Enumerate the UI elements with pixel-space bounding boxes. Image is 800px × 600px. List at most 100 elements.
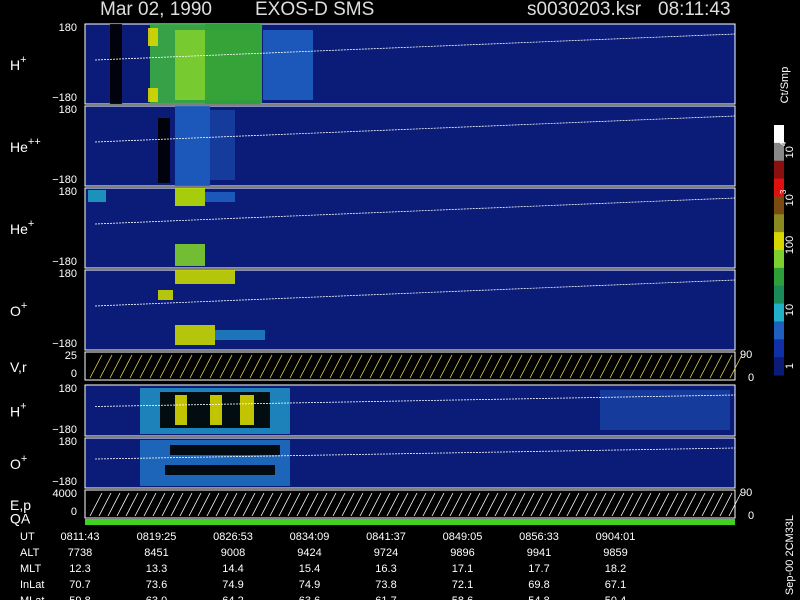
panel-label-base: He [10, 139, 28, 155]
trace [224, 492, 238, 517]
colorbar-cell [774, 285, 784, 305]
trace [279, 354, 293, 379]
axis-bottom-label: 0 [71, 368, 77, 380]
trace [485, 492, 499, 517]
trace [314, 492, 328, 517]
trace [259, 354, 273, 379]
spectrum-patch [110, 24, 122, 104]
reference-line [94, 447, 736, 460]
trace [341, 492, 355, 517]
trace [699, 354, 713, 379]
panel-label-sup: ++ [28, 136, 41, 148]
spectrum-patch [175, 395, 187, 425]
trace [206, 492, 220, 517]
trace [629, 492, 643, 517]
trace [399, 354, 413, 379]
reference-line [94, 279, 736, 307]
footer-value: 64.2 [222, 595, 243, 600]
trace [647, 492, 661, 517]
panel-label-base: H [10, 403, 20, 419]
colorbar-label-base: 10 [784, 194, 796, 206]
colorbar-cell [774, 178, 784, 197]
trace [159, 354, 173, 379]
axis-bottom-label: −180 [52, 174, 77, 186]
colorbar-cell [774, 339, 784, 358]
trace [395, 492, 409, 517]
axis-top-label: 4000 [53, 488, 77, 500]
trace [559, 354, 573, 379]
trace [368, 492, 382, 517]
trace [134, 492, 148, 517]
trace [620, 492, 634, 517]
panel-label-base: O [10, 456, 21, 472]
trace [530, 492, 544, 517]
axis-top-label: 180 [59, 268, 77, 280]
trace [479, 354, 493, 379]
colorbar-label-base: 10 [784, 304, 796, 316]
trace [440, 492, 454, 517]
footer-value: 13.3 [146, 563, 167, 575]
trace [701, 492, 715, 517]
colorbar-label-base: 10 [784, 146, 796, 158]
trace [188, 492, 202, 517]
panel-label-sup: + [20, 54, 26, 66]
trace [109, 354, 123, 379]
axis-bottom-label: −180 [52, 338, 77, 350]
trace [332, 492, 346, 517]
spectrum-patch [175, 244, 205, 266]
trace [529, 354, 543, 379]
panel-label-base: E,p [10, 497, 31, 513]
spectrum-patch [215, 330, 265, 340]
colorbar-cell [774, 357, 784, 376]
trace [569, 354, 583, 379]
footer-row-name: InLat [20, 579, 44, 591]
trace [579, 354, 593, 379]
trace [575, 492, 589, 517]
spectrum-patch [205, 24, 260, 104]
footer-value: 0841:37 [366, 531, 406, 543]
panel [84, 351, 736, 381]
trace [149, 354, 163, 379]
trace [539, 354, 553, 379]
trace [494, 492, 508, 517]
colorbar-cell [774, 303, 784, 322]
trace [719, 492, 733, 517]
axis-bottom-label: −180 [52, 256, 77, 268]
footer-value: 73.6 [146, 579, 167, 591]
spectrum-patch [165, 465, 275, 475]
trace [499, 354, 513, 379]
trace [179, 354, 193, 379]
trace [289, 354, 303, 379]
panel-label-base: He [10, 221, 28, 237]
right-bottom-label: 0 [748, 510, 754, 522]
axis-top-label: 180 [59, 186, 77, 198]
footer-value: 14.4 [222, 563, 243, 575]
trace [503, 492, 517, 517]
panel-label: H+ [10, 400, 27, 419]
trace [521, 492, 535, 517]
trace [422, 492, 436, 517]
footer-value: 0811:43 [61, 531, 100, 543]
trace [512, 492, 526, 517]
spectrum-patch [175, 325, 215, 345]
trace [377, 492, 391, 517]
reference-line [94, 33, 736, 61]
right-top-label: 90 [740, 349, 752, 361]
footer-value: 69.8 [528, 579, 549, 591]
footer-value: 72.1 [452, 579, 473, 591]
panel-label: V,r [10, 359, 27, 375]
colorbar-cell [774, 250, 784, 269]
panel-label-base: O [10, 303, 21, 319]
spectrum-patch [205, 192, 235, 202]
panel-label: He++ [10, 136, 41, 155]
trace [489, 354, 503, 379]
header-file: s0030203.ksr [527, 0, 642, 20]
footer-value: 61.7 [375, 595, 396, 600]
trace [419, 354, 433, 379]
panel-label-sup: + [28, 218, 34, 230]
trace [169, 354, 183, 379]
trace [229, 354, 243, 379]
footer-value: 74.9 [299, 579, 320, 591]
side-note: Sep-00 2CM33L [784, 515, 796, 595]
footer-value: 9896 [450, 547, 474, 559]
